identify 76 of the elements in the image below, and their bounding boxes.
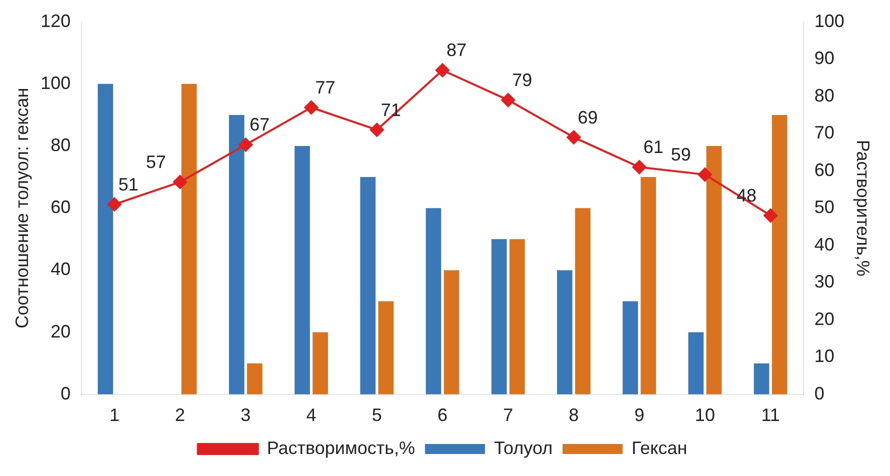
point bbox=[698, 168, 712, 182]
point bbox=[501, 93, 516, 108]
y-tick-label: 20 bbox=[50, 321, 71, 342]
y-tick-label: 120 bbox=[40, 10, 71, 31]
data-label: 71 bbox=[380, 100, 401, 120]
legend-label: Гексан bbox=[632, 438, 688, 458]
bar bbox=[247, 363, 262, 394]
bar bbox=[706, 146, 722, 394]
point bbox=[566, 130, 581, 144]
y2-tick-label: 20 bbox=[814, 308, 834, 329]
y2-tick-label: 100 bbox=[814, 10, 844, 31]
x-tick-label: 5 bbox=[372, 405, 382, 426]
bar bbox=[444, 270, 460, 394]
point bbox=[304, 100, 318, 114]
x-tick-label: 3 bbox=[240, 405, 251, 426]
bar bbox=[640, 177, 656, 394]
x-tick-label: 10 bbox=[694, 405, 715, 426]
data-label: 48 bbox=[736, 186, 757, 206]
point bbox=[370, 122, 384, 137]
x-tick-label: 8 bbox=[568, 405, 579, 426]
y2-axis-title: Растворитель,% bbox=[853, 140, 874, 276]
bar bbox=[312, 332, 328, 394]
data-label: 57 bbox=[146, 152, 166, 172]
y2-tick-label: 40 bbox=[814, 234, 834, 254]
x-tick-label: 9 bbox=[634, 405, 644, 426]
bar bbox=[360, 177, 376, 394]
y-tick-label: 80 bbox=[50, 134, 71, 155]
x-tick-label: 7 bbox=[503, 405, 514, 426]
bar bbox=[754, 363, 770, 394]
y-axis-title: Соотношение толуол: гексан bbox=[12, 88, 32, 328]
y2-tick-label: 50 bbox=[814, 197, 834, 218]
y-tick-label: 60 bbox=[50, 197, 71, 218]
legend-label: Толуол bbox=[494, 438, 553, 458]
point bbox=[436, 63, 450, 78]
y2-tick-label: 80 bbox=[814, 85, 834, 106]
point bbox=[764, 208, 778, 223]
y2-tick-label: 0 bbox=[814, 383, 824, 404]
y2-tick-label: 70 bbox=[814, 122, 834, 143]
point bbox=[107, 197, 122, 212]
x-tick-label: 11 bbox=[761, 405, 780, 426]
y2-tick-label: 60 bbox=[814, 160, 834, 180]
y-tick-label: 0 bbox=[60, 383, 71, 404]
bar bbox=[491, 239, 507, 394]
point bbox=[173, 175, 188, 190]
x-tick-label: 6 bbox=[437, 405, 448, 426]
bar bbox=[181, 84, 197, 394]
y2-tick-label: 30 bbox=[814, 272, 834, 292]
y-tick-label: 100 bbox=[40, 72, 71, 93]
point bbox=[238, 138, 253, 152]
data-label: 77 bbox=[315, 77, 336, 98]
data-label: 69 bbox=[578, 107, 598, 128]
data-label: 87 bbox=[446, 40, 467, 60]
y2-tick-label: 10 bbox=[814, 346, 834, 366]
bar bbox=[622, 301, 638, 394]
bar bbox=[575, 208, 590, 394]
y2-tick-label: 90 bbox=[814, 48, 834, 68]
bar bbox=[557, 270, 572, 394]
legend-label: Растворимость,% bbox=[266, 438, 415, 458]
bar bbox=[98, 84, 114, 394]
data-label: 61 bbox=[643, 137, 664, 158]
bar bbox=[228, 114, 244, 394]
data-label: 59 bbox=[670, 144, 691, 165]
bar bbox=[772, 114, 788, 394]
data-label: 67 bbox=[250, 114, 270, 135]
bar bbox=[426, 208, 442, 394]
x-tick-label: 4 bbox=[306, 405, 316, 426]
x-tick-label: 2 bbox=[175, 405, 186, 426]
y-tick-label: 40 bbox=[50, 259, 71, 280]
point bbox=[632, 160, 646, 174]
bar bbox=[509, 239, 525, 394]
bar bbox=[378, 301, 394, 394]
data-label: 79 bbox=[512, 70, 532, 90]
bar bbox=[294, 146, 310, 394]
x-tick-label: 1 bbox=[109, 405, 120, 426]
bar bbox=[688, 332, 704, 394]
data-label: 51 bbox=[118, 174, 138, 194]
